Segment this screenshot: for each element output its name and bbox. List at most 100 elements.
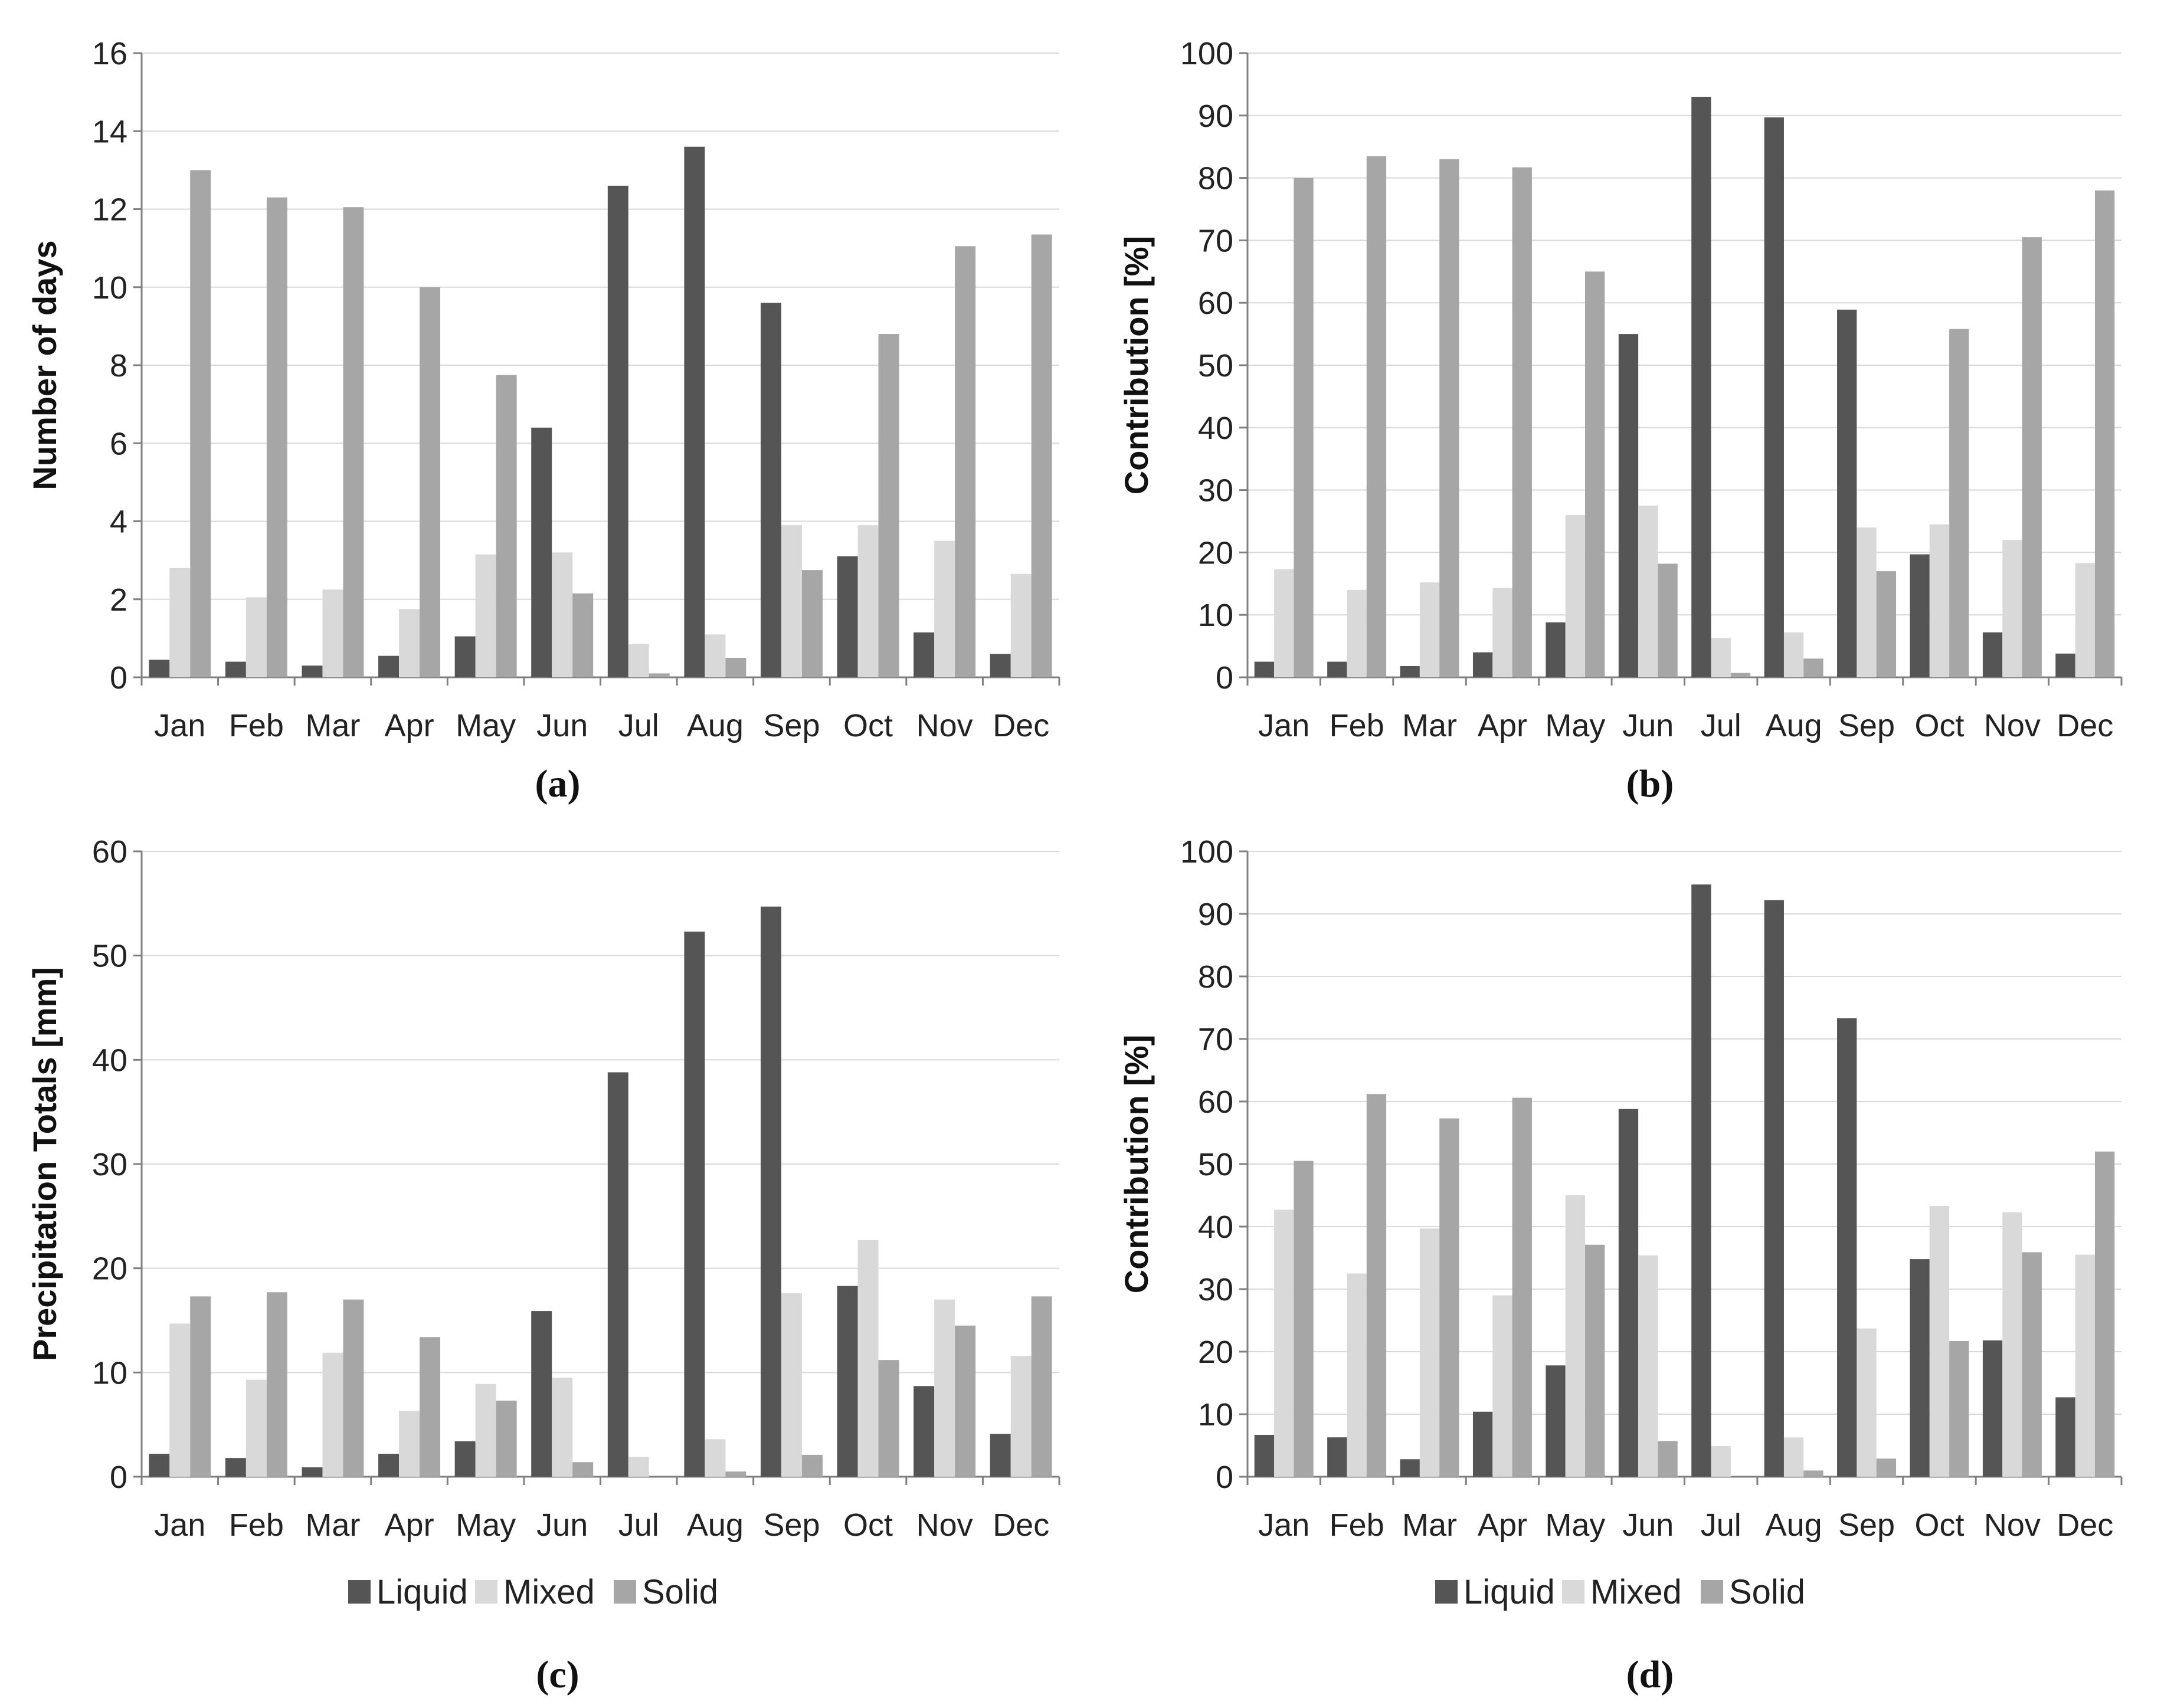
x-tick-label: Oct: [843, 708, 893, 743]
bar-mixed-sep: [781, 1293, 802, 1477]
legend: Liquid Mixed Solid: [348, 1573, 718, 1611]
y-tick-label: 50: [92, 939, 127, 974]
bar-solid-aug: [1803, 1470, 1823, 1477]
bar-mixed-mar: [1419, 1228, 1440, 1477]
bar-solid-apr: [1512, 167, 1532, 677]
bar-liquid-jan: [1254, 661, 1275, 677]
panel-label: (d): [1626, 1653, 1674, 1696]
bar-liquid-oct: [837, 556, 858, 677]
bar-mixed-feb: [1347, 1273, 1367, 1477]
x-tick-label: Jun: [536, 1507, 588, 1543]
y-tick-label: 4: [110, 504, 127, 540]
y-tick-label: 70: [1198, 1022, 1233, 1057]
x-tick-label: Nov: [1984, 708, 2041, 743]
y-tick-label: 30: [1198, 1272, 1233, 1307]
x-tick-label: Nov: [916, 1507, 973, 1543]
bar-solid-feb: [266, 197, 287, 678]
bar-mixed-nov: [934, 1299, 955, 1477]
bar-liquid-nov: [1982, 632, 2003, 677]
y-tick-label: 40: [1198, 1209, 1233, 1245]
bar-mixed-aug: [1783, 1437, 1804, 1477]
bar-mixed-sep: [1857, 527, 1877, 677]
x-tick-label: Aug: [1766, 708, 1822, 743]
bar-solid-dec: [1031, 1296, 1052, 1477]
bar-solid-jun: [572, 593, 594, 677]
bar-liquid-nov: [914, 632, 935, 677]
bar-liquid-jul: [1691, 97, 1711, 677]
bar-solid-oct: [1949, 329, 1969, 677]
bar-solid-sep: [801, 570, 823, 677]
bar-mixed-dec: [1010, 573, 1032, 677]
bar-liquid-mar: [302, 666, 323, 677]
x-tick-label: Apr: [385, 1507, 434, 1543]
y-axis-label: Contribution [%]: [1118, 1035, 1155, 1294]
x-tick-label: Mar: [305, 1507, 360, 1543]
bar-mixed-jun: [1638, 1255, 1658, 1477]
y-axis-label: Contribution [%]: [1118, 236, 1155, 495]
bar-liquid-dec: [990, 654, 1011, 677]
y-tick-label: 100: [1180, 834, 1233, 870]
bar-solid-jun: [572, 1462, 594, 1477]
bar-solid-apr: [420, 287, 441, 677]
bar-solid-mar: [1439, 159, 1459, 677]
x-tick-label: Sep: [763, 1507, 820, 1543]
y-tick-label: 50: [1198, 1147, 1233, 1182]
y-tick-label: 0: [110, 1460, 127, 1495]
bar-mixed-may: [475, 554, 496, 677]
bar-solid-dec: [2094, 1151, 2115, 1477]
legend-swatch-solid: [1701, 1580, 1723, 1604]
x-tick-label: Oct: [843, 1507, 893, 1543]
legend-label-liquid: Liquid: [1463, 1573, 1555, 1611]
y-tick-label: 20: [92, 1251, 127, 1287]
x-tick-label: Oct: [1914, 1507, 1964, 1543]
bar-solid-sep: [1876, 1458, 1897, 1477]
y-tick-label: 12: [92, 192, 127, 228]
bar-solid-jul: [1730, 673, 1751, 677]
bar-solid-may: [1585, 271, 1605, 677]
y-tick-label: 10: [92, 1355, 127, 1391]
bar-solid-may: [496, 375, 517, 677]
bar-solid-nov: [2022, 237, 2042, 677]
bar-solid-jan: [190, 1296, 211, 1477]
y-tick-label: 0: [1216, 660, 1233, 696]
bar-liquid-sep: [760, 906, 781, 1477]
x-tick-label: Aug: [687, 708, 744, 743]
x-tick-label: Dec: [2057, 708, 2113, 743]
bar-liquid-jun: [531, 1311, 552, 1477]
x-tick-label: May: [456, 1507, 516, 1543]
legend-label-mixed: Mixed: [1590, 1573, 1682, 1611]
bar-liquid-mar: [302, 1467, 323, 1477]
bar-liquid-aug: [684, 932, 705, 1477]
x-tick-label: Apr: [1478, 708, 1527, 743]
x-tick-label: Nov: [916, 708, 973, 743]
x-tick-label: Feb: [229, 708, 284, 743]
y-tick-label: 70: [1198, 223, 1233, 258]
bar-mixed-jul: [628, 644, 649, 677]
bar-solid-oct: [878, 1360, 899, 1477]
y-tick-label: 80: [1198, 959, 1233, 995]
bar-mixed-jan: [169, 1323, 191, 1477]
chart-panel-0: 0 2 4 6 8 10 12 14 16 Jan Feb Mar Apr May Jun Jul Aug Sep…: [26, 36, 1060, 805]
bar-liquid-aug: [1764, 900, 1784, 1477]
bar-solid-jan: [1294, 178, 1314, 678]
bar-mixed-jan: [1274, 569, 1294, 677]
y-tick-label: 90: [1198, 99, 1233, 134]
bar-solid-aug: [725, 1471, 747, 1477]
bar-solid-nov: [2022, 1252, 2042, 1477]
bar-liquid-apr: [1472, 1411, 1493, 1477]
bar-mixed-apr: [399, 609, 420, 677]
bar-liquid-sep: [1837, 1018, 1857, 1477]
y-tick-label: 10: [1198, 1397, 1233, 1432]
bar-liquid-feb: [225, 1458, 246, 1477]
x-tick-label: Jun: [1622, 708, 1674, 743]
bar-mixed-dec: [2075, 563, 2095, 677]
y-tick-label: 20: [1198, 535, 1233, 571]
y-tick-label: 90: [1198, 897, 1233, 932]
panel-label: (b): [1626, 762, 1674, 805]
bar-solid-oct: [1949, 1340, 1969, 1477]
x-tick-label: Mar: [1402, 1507, 1457, 1543]
y-tick-label: 14: [92, 114, 127, 149]
legend-label-solid: Solid: [642, 1573, 718, 1611]
bar-mixed-mar: [1419, 582, 1440, 677]
